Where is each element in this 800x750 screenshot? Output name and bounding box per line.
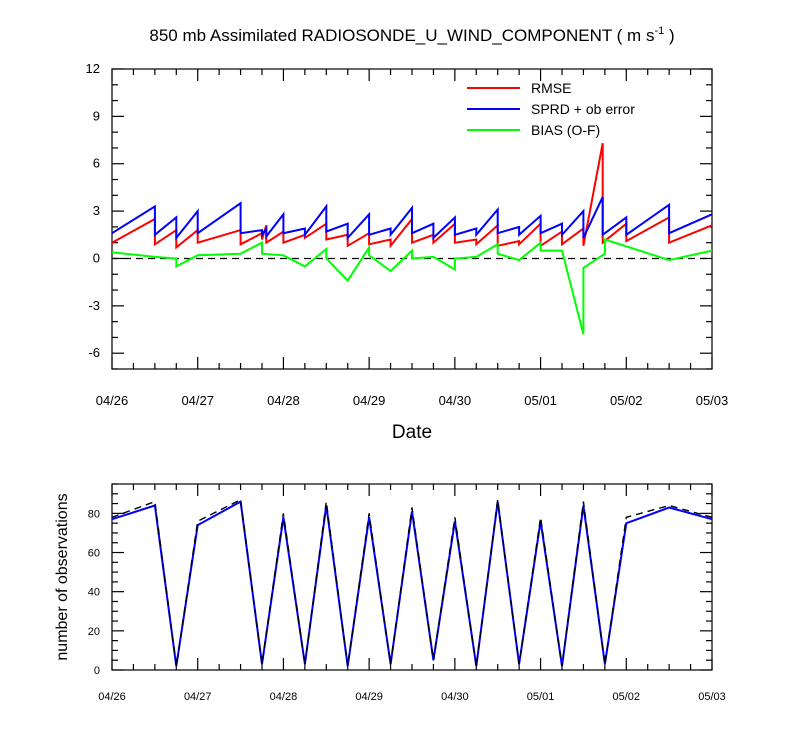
top-series [111,143,713,335]
y-tick-label: 0 [93,250,100,265]
x-tick-label: 04/28 [270,691,298,703]
y-axis-label: number of observations [54,493,71,660]
title-suffix: ) [664,26,674,45]
x-tick-label: 04/30 [439,393,472,408]
chart-title: 850 mb Assimilated RADIOSONDE_U_WIND_COM… [149,25,674,45]
title-exponent: -1 [654,25,664,37]
y-tick-label: 40 [88,587,100,599]
legend-label: RMSE [531,80,571,96]
y-tick-label: -6 [88,345,100,360]
top-chart: -6 -3 0 3 6 9 12 04/26 04/27 04/28 04/29 04/30 05/0… [86,61,729,443]
legend: RMSE SPRD + ob error BIAS (O-F) [467,80,635,138]
x-axis-label: Date [392,422,432,443]
bottom-series [111,498,713,667]
x-tick-label: 04/26 [98,691,126,703]
x-tick-label: 04/30 [441,691,469,703]
y-tick-label: 20 [88,626,100,638]
series-observations-possible [111,498,713,667]
x-tick-label: 05/03 [698,691,726,703]
series-bias-o-f [111,238,713,335]
bottom-x-tick-labels: 04/26 04/27 04/28 04/29 04/30 05/01 05/02 05/03 [98,691,726,703]
x-tick-label: 05/03 [696,393,729,408]
title-text: 850 mb Assimilated RADIOSONDE_U_WIND_COM… [149,26,654,45]
legend-label: SPRD + ob error [531,101,635,117]
y-tick-label: 6 [93,156,100,171]
y-tick-label: 3 [93,203,100,218]
x-tick-label: 05/02 [613,691,641,703]
bottom-ticks [111,483,713,671]
top-y-tick-labels: -6 -3 0 3 6 9 12 [86,61,100,360]
y-tick-label: -3 [88,298,100,313]
series-rmse [111,143,713,250]
y-tick-label: 0 [94,665,100,677]
top-x-tick-labels: 04/26 04/27 04/28 04/29 04/30 05/01 05/02 05/03 [96,393,729,408]
x-tick-label: 04/27 [184,691,212,703]
bottom-chart: 0 20 40 60 80 04/26 04/27 04/28 04/29 04/30 05/01… [54,483,726,703]
x-tick-label: 04/28 [267,393,300,408]
series-sprd-ob-error [111,196,713,241]
x-tick-label: 04/29 [355,691,383,703]
x-tick-label: 05/01 [524,393,557,408]
y-tick-label: 9 [93,108,100,123]
x-tick-label: 04/29 [353,393,386,408]
y-tick-label: 60 [88,548,100,560]
series-observations-assimilated [111,500,713,667]
y-tick-label: 12 [86,61,100,76]
top-ticks [111,68,713,370]
x-tick-label: 04/27 [181,393,214,408]
x-tick-label: 04/26 [96,393,129,408]
legend-label: BIAS (O-F) [531,122,600,138]
x-tick-label: 05/02 [610,393,643,408]
bottom-y-tick-labels: 0 20 40 60 80 [88,508,100,677]
y-tick-label: 80 [88,508,100,520]
x-tick-label: 05/01 [527,691,555,703]
